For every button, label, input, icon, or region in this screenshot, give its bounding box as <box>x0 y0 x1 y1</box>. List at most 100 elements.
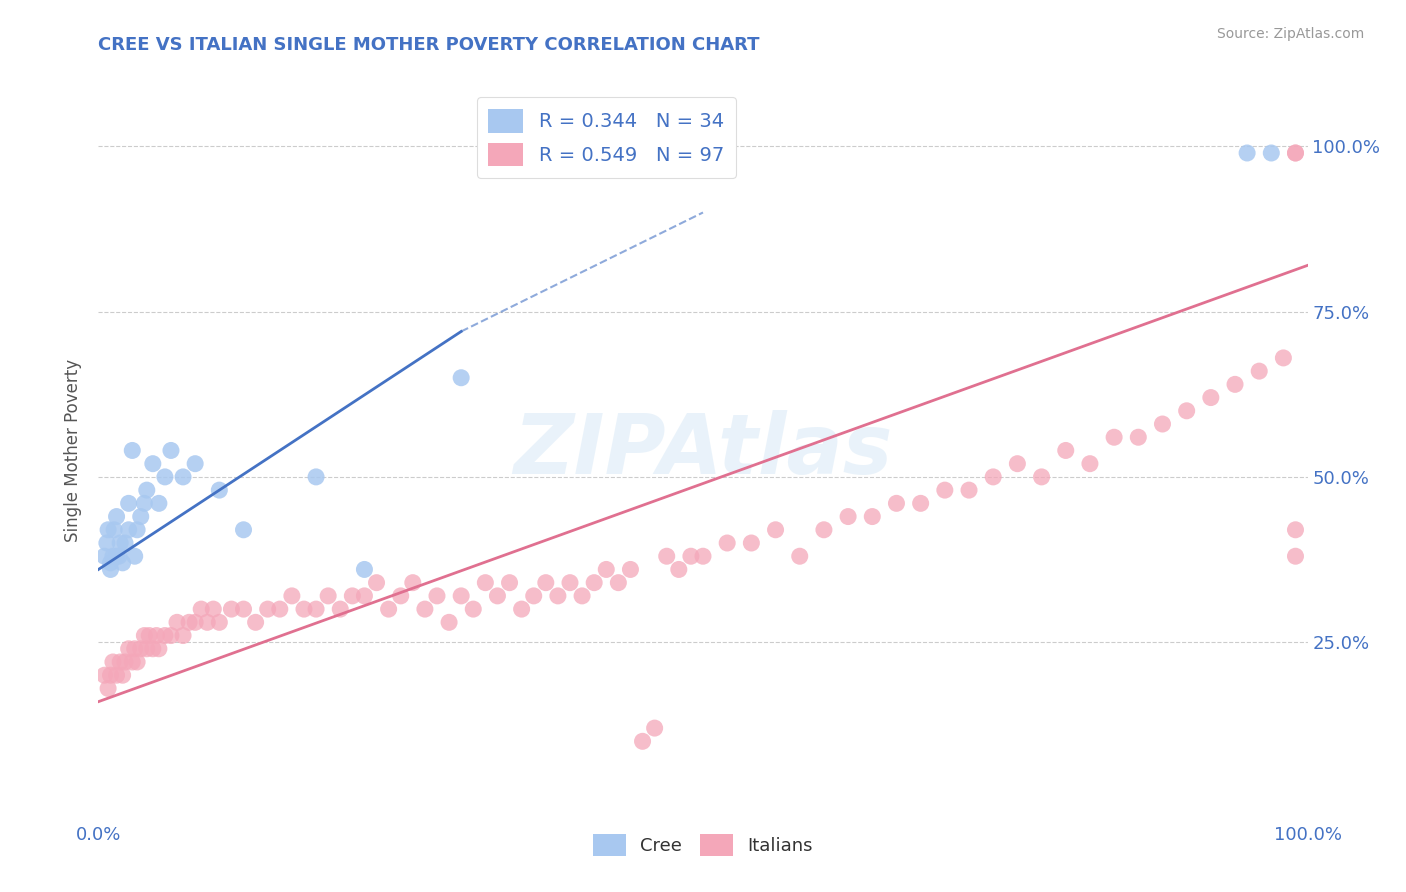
Point <box>1249 364 1271 378</box>
Point <box>1284 146 1306 161</box>
Legend: Cree, Italians: Cree, Italians <box>586 827 820 863</box>
Point <box>1284 146 1306 161</box>
Point <box>571 589 593 603</box>
Point <box>145 629 167 643</box>
Point <box>108 655 131 669</box>
Point <box>886 496 908 510</box>
Point <box>148 641 170 656</box>
Point <box>644 721 666 735</box>
Point <box>957 483 980 497</box>
Point <box>1031 470 1053 484</box>
Point <box>1272 351 1295 365</box>
Point <box>232 523 254 537</box>
Point <box>1054 443 1077 458</box>
Point <box>813 523 835 537</box>
Point <box>153 470 176 484</box>
Point <box>172 470 194 484</box>
Point <box>910 496 932 510</box>
Point <box>118 523 141 537</box>
Point <box>166 615 188 630</box>
Point <box>1284 549 1306 564</box>
Point <box>437 615 460 630</box>
Point <box>108 549 131 564</box>
Point <box>179 615 201 630</box>
Point <box>114 536 136 550</box>
Point <box>740 536 762 550</box>
Point <box>1223 377 1246 392</box>
Point <box>121 443 143 458</box>
Point <box>100 556 122 570</box>
Point <box>377 602 399 616</box>
Point <box>981 470 1004 484</box>
Point <box>305 602 328 616</box>
Point <box>655 549 678 564</box>
Point <box>124 641 146 656</box>
Point <box>129 641 152 656</box>
Point <box>184 615 207 630</box>
Point <box>190 602 212 616</box>
Point <box>105 549 128 564</box>
Point <box>134 496 156 510</box>
Point <box>111 556 134 570</box>
Point <box>105 668 128 682</box>
Point <box>232 602 254 616</box>
Point <box>837 509 859 524</box>
Point <box>353 589 375 603</box>
Point <box>353 562 375 576</box>
Point <box>118 496 141 510</box>
Point <box>366 575 388 590</box>
Point <box>1199 391 1222 405</box>
Point <box>269 602 291 616</box>
Point <box>160 443 183 458</box>
Point <box>184 457 207 471</box>
Point <box>1260 146 1282 161</box>
Point <box>668 562 690 576</box>
Point <box>160 629 183 643</box>
Point <box>413 602 436 616</box>
Point <box>498 575 520 590</box>
Text: ZIPAtlas: ZIPAtlas <box>513 410 893 491</box>
Point <box>100 668 122 682</box>
Point <box>402 575 425 590</box>
Point <box>127 523 149 537</box>
Text: CREE VS ITALIAN SINGLE MOTHER POVERTY CORRELATION CHART: CREE VS ITALIAN SINGLE MOTHER POVERTY CO… <box>98 36 759 54</box>
Point <box>142 641 165 656</box>
Point <box>135 641 157 656</box>
Point <box>100 562 122 576</box>
Point <box>124 549 146 564</box>
Point <box>329 602 352 616</box>
Point <box>221 602 243 616</box>
Point <box>305 470 328 484</box>
Point <box>860 509 883 524</box>
Point <box>148 496 170 510</box>
Point <box>118 641 141 656</box>
Point <box>1128 430 1150 444</box>
Point <box>619 562 641 576</box>
Point <box>153 629 176 643</box>
Point <box>1078 457 1101 471</box>
Point <box>607 575 630 590</box>
Point <box>1102 430 1125 444</box>
Point <box>486 589 509 603</box>
Point <box>114 655 136 669</box>
Point <box>172 629 194 643</box>
Point <box>108 536 131 550</box>
Point <box>97 681 120 696</box>
Point <box>547 589 569 603</box>
Point <box>101 655 124 669</box>
Point <box>716 536 738 550</box>
Point <box>474 575 496 590</box>
Point <box>583 575 606 590</box>
Point <box>134 629 156 643</box>
Point <box>256 602 278 616</box>
Point <box>426 589 449 603</box>
Point <box>202 602 225 616</box>
Point <box>138 629 160 643</box>
Text: Source: ZipAtlas.com: Source: ZipAtlas.com <box>1216 27 1364 41</box>
Point <box>103 523 125 537</box>
Point <box>765 523 787 537</box>
Point <box>342 589 364 603</box>
Point <box>1175 404 1198 418</box>
Point <box>292 602 315 616</box>
Point <box>692 549 714 564</box>
